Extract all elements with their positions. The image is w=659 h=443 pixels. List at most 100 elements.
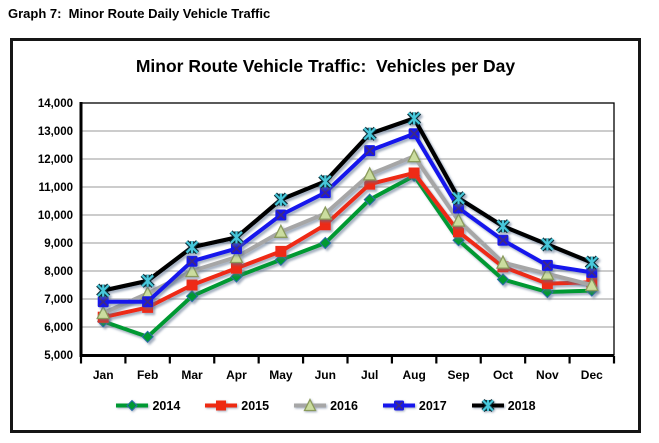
x-tick-label: Mar (181, 368, 203, 382)
point-2017-Mar (186, 255, 198, 267)
legend-label-2018: 2018 (507, 398, 536, 413)
point-2017-Jun (319, 187, 331, 199)
point-2014-Jul (363, 193, 376, 206)
point-2016-Jul (362, 166, 377, 181)
point-2018-Jun (318, 174, 333, 189)
point-2018-Mar (184, 240, 200, 255)
point-2016-Apr (229, 249, 244, 264)
y-tick-label: 13,000 (38, 126, 73, 138)
point-2017-Nov (541, 259, 553, 271)
x-tick-label: Dec (581, 368, 603, 382)
point-2015-Mar (186, 279, 198, 291)
legend-label-2017: 2017 (418, 398, 447, 413)
y-tick-label: 6,000 (44, 322, 73, 334)
legend-marker-2015 (205, 400, 238, 411)
point-2016-Nov (540, 265, 555, 280)
page-heading: Graph 7: Minor Route Daily Vehicle Traff… (8, 6, 271, 21)
y-tick-label: 7,000 (44, 294, 73, 306)
x-tick-label: Apr (226, 368, 247, 382)
point-2015-Sep (453, 226, 465, 238)
point-2017-Oct (497, 234, 509, 246)
legend-item-2017: 2017 (382, 398, 447, 413)
point-2016-Jan (96, 305, 111, 320)
x-tick-label: Nov (536, 368, 559, 382)
point-2017-Jan (97, 296, 109, 308)
x-tick-label: Jan (93, 368, 114, 382)
y-tick-label: 9,000 (44, 238, 73, 250)
legend-item-2018: 2018 (471, 398, 536, 413)
point-2015-May (275, 245, 287, 257)
x-tick-label: Oct (493, 368, 513, 382)
point-2018-Oct (495, 219, 511, 234)
chart-frame (10, 38, 641, 433)
legend-marker-2018 (471, 398, 504, 413)
point-2015-Jul (364, 178, 376, 190)
point-2014-Oct (496, 273, 510, 286)
point-2017-May (275, 209, 287, 221)
legend-label-2014: 2014 (152, 398, 181, 413)
x-tick-label: Jul (361, 368, 378, 382)
series-2017 (97, 128, 598, 308)
point-2016-Oct (495, 254, 511, 269)
point-2014-May (274, 253, 288, 267)
point-2018-Feb (140, 273, 155, 288)
y-tick-label: 11,000 (38, 182, 73, 194)
series-2017-line (101, 131, 594, 304)
x-tick-label: May (269, 368, 293, 382)
point-2016-May (273, 223, 288, 238)
legend: 2014 2015 2016 2017 2018 (10, 398, 641, 413)
point-2015-Jun (319, 219, 331, 231)
legend-label-2015: 2015 (241, 398, 270, 413)
series-2015-line (101, 171, 594, 320)
point-2014-Mar (185, 289, 199, 303)
legend-item-2015: 2015 (204, 398, 269, 413)
point-2016-Aug (407, 148, 422, 163)
point-2016-Jun (318, 205, 333, 220)
x-tick-label: Aug (402, 368, 425, 382)
series-2014 (97, 169, 598, 344)
point-2018-Jul (362, 126, 377, 141)
point-2018-Apr (229, 230, 244, 245)
point-2018-Dec (584, 255, 599, 270)
point-2017-Sep (453, 202, 465, 214)
y-tick-label: 5,000 (44, 350, 73, 362)
point-2014-Feb (141, 330, 154, 344)
x-tick-labels: Jan Feb Mar Apr May Jun Jul Aug Sep Oct Nov Dec (93, 368, 603, 382)
point-2014-Nov (541, 285, 554, 299)
point-2015-Nov (541, 278, 553, 290)
x-axis-ticks (79, 356, 616, 364)
point-2016-Mar (184, 263, 200, 278)
x-tick-label: Sep (448, 368, 470, 382)
legend-label-2016: 2016 (330, 398, 358, 413)
point-2014-Jun (319, 236, 332, 250)
y-tick-labels: 5,000 6,000 7,000 8,000 9,000 10,000 11,000 12,… (38, 98, 73, 362)
point-2014-Apr (230, 270, 243, 283)
series-2016 (96, 148, 599, 320)
point-2015-Apr (230, 262, 242, 274)
point-2018-Aug (407, 111, 422, 126)
plot-border (80, 102, 615, 356)
point-2018-Sep (451, 191, 466, 206)
legend-marker-2014 (116, 399, 149, 412)
legend-marker-2016 (294, 398, 327, 412)
point-2017-Feb (142, 296, 154, 308)
y-tick-label: 8,000 (44, 266, 73, 278)
x-tick-label: Jun (315, 368, 336, 382)
point-2017-Dec (586, 266, 598, 278)
point-2015-Aug (408, 167, 420, 179)
point-2017-Jul (364, 145, 376, 157)
legend-item-2014: 2014 (115, 398, 180, 413)
series-2018-line (101, 116, 594, 293)
point-2018-Jan (96, 283, 111, 298)
x-tick-label: Feb (137, 368, 158, 382)
y-tick-label: 12,000 (38, 154, 73, 166)
gridlines (81, 102, 614, 328)
legend-item-2016: 2016 (293, 398, 358, 413)
y-tick-label: 10,000 (38, 210, 73, 222)
series-2014-line (101, 173, 594, 339)
series-2018 (96, 111, 599, 298)
y-tick-label: 14,000 (38, 98, 73, 110)
point-2017-Apr (230, 243, 242, 255)
